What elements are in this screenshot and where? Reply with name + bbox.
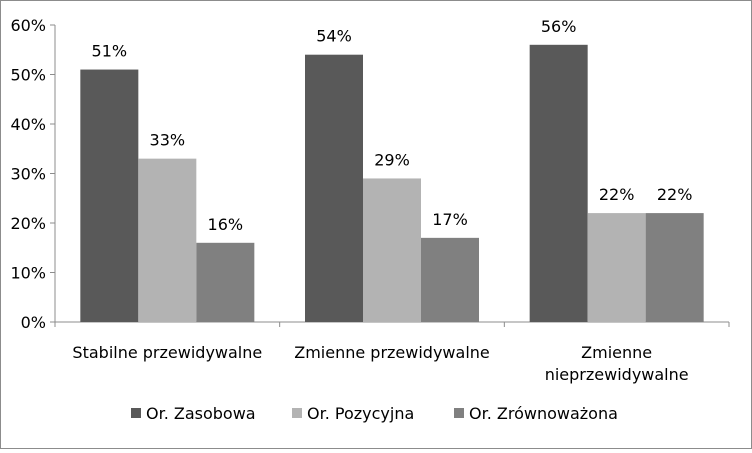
bar xyxy=(80,69,139,322)
legend-label: Or. Zrównoważona xyxy=(469,404,618,423)
bar xyxy=(138,158,197,322)
legend-swatch xyxy=(131,408,141,418)
bar xyxy=(587,213,646,322)
bar xyxy=(305,54,363,322)
data-label: 16% xyxy=(208,215,244,234)
data-label: 17% xyxy=(432,210,468,229)
data-label: 33% xyxy=(150,131,186,150)
y-tick-label: 50% xyxy=(10,66,46,85)
bar xyxy=(196,242,255,322)
axes: 0% 10% 20% 30% 40% 50% 60% Stabilne przewidywal… xyxy=(10,16,730,384)
category-label: Stabilne przewidywalne xyxy=(72,343,262,362)
y-tick-label: 60% xyxy=(10,16,46,35)
bar xyxy=(529,44,588,323)
bar xyxy=(363,178,421,322)
legend: Or. Zasobowa Or. Pozycyjna Or. Zrównoważon… xyxy=(131,404,618,423)
y-tick-label: 0% xyxy=(21,313,46,332)
data-label: 22% xyxy=(657,185,693,204)
y-tick-label: 40% xyxy=(10,115,46,134)
bar xyxy=(645,213,704,322)
data-labels: 51% 54% 56% 33% 29% 22% 16% 17% 22% xyxy=(92,17,693,234)
legend-swatch xyxy=(454,408,464,418)
bars xyxy=(80,44,704,323)
y-tick-label: 10% xyxy=(10,264,46,283)
data-label: 22% xyxy=(599,185,635,204)
data-label: 56% xyxy=(541,17,577,36)
data-label: 29% xyxy=(374,150,410,169)
category-label: Zmienne przewidywalne xyxy=(294,343,490,362)
y-tick-label: 20% xyxy=(10,214,46,233)
category-label: Zmienne nieprzewidywalne xyxy=(545,343,689,384)
data-label: 54% xyxy=(316,27,352,46)
data-label: 51% xyxy=(92,42,128,61)
bar xyxy=(421,237,479,322)
legend-swatch xyxy=(292,408,302,418)
legend-label: Or. Pozycyjna xyxy=(307,404,414,423)
legend-label: Or. Zasobowa xyxy=(146,404,256,423)
y-tick-label: 30% xyxy=(10,165,46,184)
